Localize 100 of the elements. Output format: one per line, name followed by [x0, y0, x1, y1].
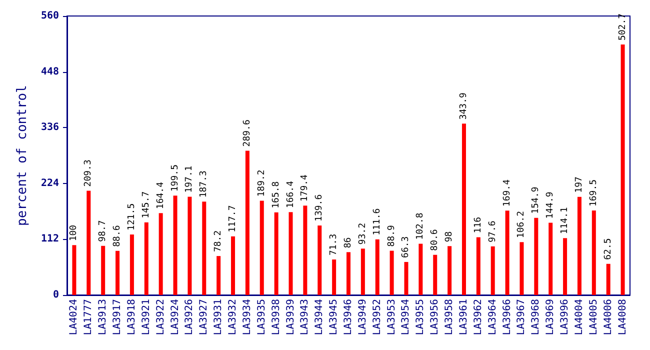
bar: [462, 124, 466, 295]
data-label: 93.2: [358, 222, 368, 245]
data-label: 106.2: [516, 210, 527, 238]
bar: [260, 200, 264, 295]
bar: [520, 242, 524, 295]
x-tick-label: LA3967: [516, 299, 528, 336]
bar: [173, 196, 178, 295]
bar: [360, 248, 365, 295]
bar: [448, 246, 452, 295]
x-tick-label: LA3968: [530, 299, 542, 336]
bar: [231, 236, 236, 295]
data-label: 179.4: [300, 174, 310, 202]
bar: [144, 222, 148, 295]
x-tick-label: LA3932: [228, 299, 239, 336]
data-label: 121.5: [126, 203, 137, 230]
bar: [418, 244, 423, 295]
bar: [116, 250, 120, 295]
data-label: 98.7: [98, 220, 108, 242]
bar: [130, 234, 134, 295]
x-tick-label: LA3946: [343, 299, 354, 336]
x-tick-label: LA3924: [170, 299, 181, 336]
x-tick-label: LA4024: [68, 299, 80, 336]
x-tick-label: LA3958: [444, 299, 456, 336]
x-tick-label: LA3954: [400, 299, 412, 336]
y-axis-title: percent of control: [15, 85, 30, 226]
data-label: 145.7: [141, 191, 152, 218]
x-tick-label: LA3953: [386, 299, 398, 336]
bar: [404, 262, 408, 295]
x-tick-label: LA3918: [126, 299, 138, 336]
data-label: 199.5: [170, 164, 180, 192]
data-label: 117.7: [228, 205, 238, 232]
bar: [476, 237, 480, 295]
x-tick-label: LA3917: [112, 299, 124, 336]
x-tick-label: LA3949: [357, 299, 368, 336]
bar: [375, 239, 380, 295]
x-tick-label: LA3952: [372, 299, 383, 336]
bar: [158, 213, 163, 295]
bar: [505, 210, 510, 295]
bar: [490, 246, 495, 295]
data-label: 169.5: [588, 179, 599, 207]
data-label: 111.6: [372, 208, 382, 236]
data-label: 100: [69, 224, 80, 242]
x-tick-label: LA4008: [617, 299, 628, 336]
y-tick-label: 448: [40, 66, 59, 78]
bar: [592, 210, 596, 295]
bar: [303, 206, 308, 295]
data-label: 102.8: [416, 212, 426, 240]
x-tick-label: LA3939: [285, 299, 296, 336]
y-tick-label: 112: [40, 234, 59, 245]
x-tick-label: LA3943: [300, 299, 311, 336]
data-label: 62.5: [603, 238, 614, 260]
data-label: 88.9: [386, 225, 397, 247]
y-tick-label: 0: [52, 290, 59, 300]
bar: [101, 246, 106, 295]
data-label: 154.9: [531, 186, 542, 214]
bar: [288, 212, 293, 295]
x-tick-label: LA1777: [83, 299, 94, 336]
data-label: 289.6: [242, 120, 252, 147]
x-tick-label: LA3955: [415, 299, 426, 336]
bar: [86, 190, 91, 295]
data-label: 165.8: [271, 181, 282, 208]
bar: [216, 256, 221, 295]
data-label: 197.1: [184, 166, 195, 193]
bar: [534, 218, 538, 295]
x-tick-label: LA3964: [487, 299, 498, 336]
x-tick-label: LA4005: [588, 299, 600, 336]
x-tick-label: LA4006: [602, 299, 614, 336]
x-tick-label: LA3969: [545, 299, 556, 336]
bar: [188, 196, 192, 295]
x-tick-label: LA3962: [472, 299, 484, 336]
data-label: 169.4: [502, 180, 512, 207]
y-tick-label: 560: [40, 10, 59, 22]
bar: [346, 252, 350, 295]
x-tick-label: LA3966: [502, 299, 513, 336]
data-label: 66.3: [401, 236, 412, 258]
data-label: 197: [574, 176, 584, 193]
data-label: 209.3: [84, 160, 94, 187]
bar: [563, 238, 568, 295]
x-tick-label: LA3922: [155, 299, 166, 336]
x-tick-label: LA3945: [328, 299, 340, 336]
x-tick-label: LA3935: [256, 299, 268, 336]
data-label: 164.4: [156, 182, 166, 210]
x-tick-label: LA3927: [198, 299, 210, 336]
bar: [548, 222, 553, 295]
x-tick-label: LA3931: [213, 299, 224, 336]
bar: [433, 254, 438, 295]
bar: [245, 150, 250, 295]
bar: [202, 202, 206, 295]
y-tick-label: 224: [40, 178, 59, 189]
x-tick-label: LA3921: [140, 299, 152, 336]
data-label: 187.3: [199, 170, 210, 198]
data-label: 343.9: [458, 92, 469, 120]
data-label: 166.4: [286, 181, 296, 208]
x-tick-label: LA3926: [184, 299, 196, 336]
x-tick-label: LA3913: [98, 299, 109, 336]
data-label: 139.6: [314, 194, 325, 222]
data-label: 71.3: [329, 234, 340, 256]
x-tick-label: LA3961: [458, 299, 470, 336]
data-label: 88.6: [112, 225, 123, 247]
data-label: 78.2: [214, 230, 224, 252]
